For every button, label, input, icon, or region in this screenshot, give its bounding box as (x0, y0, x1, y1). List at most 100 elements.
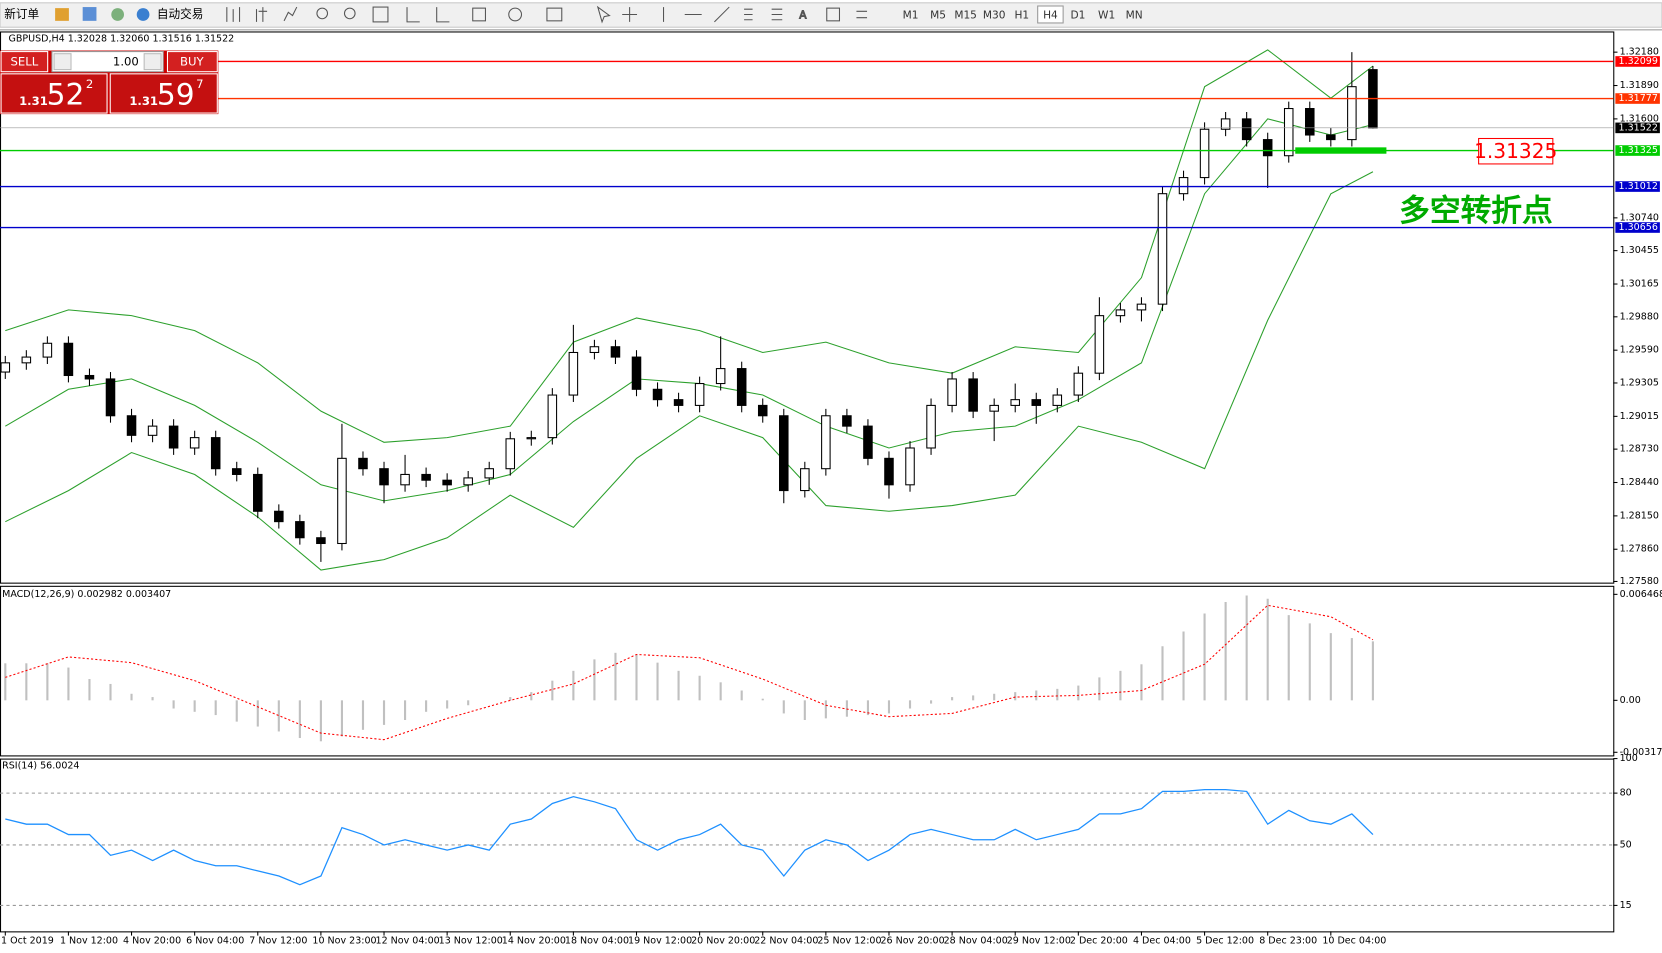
timeframe[interactable]: W1 (1098, 10, 1115, 22)
new-order[interactable]: 新订单 (4, 7, 39, 21)
auto-trading-icon[interactable] (136, 8, 150, 21)
candle-body (1305, 108, 1315, 136)
candle-body (968, 378, 978, 412)
candle-body (1031, 399, 1042, 406)
lots-input[interactable] (51, 51, 164, 73)
candle-body (316, 537, 326, 545)
lots-up[interactable] (143, 53, 162, 71)
x-tick-label: 5 Dec 12:00 (1196, 935, 1254, 946)
bid-big: 1.31 (19, 94, 48, 108)
timeframe[interactable]: M30 (983, 10, 1006, 22)
candle-body (358, 457, 368, 470)
timeframe[interactable]: M1 (903, 10, 919, 22)
price-level-label: 1.31325 (1619, 145, 1658, 156)
candle-body (84, 374, 95, 380)
y-tick-label: 1.29590 (1620, 345, 1659, 356)
candle-body (1220, 118, 1231, 130)
candle-body (421, 473, 431, 481)
macd-title: MACD(12,26,9) 0.002982 0.003407 (2, 589, 171, 600)
x-tick-label: 2 Dec 20:00 (1070, 935, 1128, 946)
y-tick-label: 1.30740 (1620, 212, 1659, 223)
active-timeframe (1037, 5, 1064, 24)
candle-body (1052, 394, 1063, 406)
timeframe[interactable]: D1 (1071, 10, 1086, 22)
timeframe[interactable]: M15 (954, 10, 977, 22)
price-level-box (1615, 222, 1660, 233)
toolbar-icons[interactable]: A (226, 5, 868, 24)
candle-body (484, 468, 494, 479)
icon[interactable] (82, 7, 97, 21)
candle-body (1073, 372, 1084, 396)
x-tick-label: 6 Nov 04:00 (186, 935, 244, 946)
y-tick-label: 100 (1620, 753, 1638, 764)
y-tick-label: 1.28150 (1620, 510, 1659, 521)
candle-body (1094, 315, 1105, 374)
price-level-box (1615, 122, 1660, 134)
sell-label[interactable]: SELL (11, 55, 39, 69)
x-tick-label: 13 Nov 12:00 (439, 935, 503, 946)
timeframe[interactable]: H1 (1014, 10, 1029, 22)
candle-body (0, 362, 11, 373)
candle-body (1136, 303, 1147, 311)
panel-frame (0, 585, 1615, 757)
annotation-box (1478, 137, 1554, 165)
candle-body (610, 346, 621, 358)
y-tick-label: 1.31890 (1620, 80, 1659, 91)
icon[interactable] (55, 8, 69, 21)
timeframe[interactable]: M5 (930, 10, 946, 22)
candle-body (42, 342, 53, 358)
svg-text:A: A (799, 10, 807, 22)
candle-body (947, 378, 957, 406)
candle-body (105, 378, 116, 417)
buy-button[interactable] (166, 51, 218, 73)
candle-body (1178, 177, 1189, 195)
icon[interactable] (111, 8, 125, 21)
candle-body (715, 368, 726, 385)
y-tick-label: 80 (1620, 788, 1632, 799)
candle-body (631, 356, 642, 390)
candle-body (505, 438, 516, 470)
x-tick-label: 19 Nov 12:00 (628, 935, 692, 946)
trade-panel: SELL 1.00 BUY 1.31 52 2 1.31 59 7 (0, 50, 219, 115)
lots-value[interactable]: 1.00 (113, 55, 139, 69)
candle-body (147, 425, 158, 436)
bid-box[interactable] (0, 73, 108, 114)
candle-body (379, 468, 389, 486)
y-tick-label: 1.27580 (1620, 576, 1659, 587)
candle-body (1347, 86, 1357, 141)
candle-body (526, 437, 537, 440)
candle-body (884, 457, 894, 486)
candle-body (1326, 134, 1336, 141)
buy-label[interactable]: BUY (180, 55, 205, 69)
auto-trading[interactable]: 自动交易 (157, 7, 204, 21)
annotation: 多空转折点 (1399, 193, 1553, 229)
ask-box[interactable] (109, 73, 218, 114)
y-tick-label: 1.29305 (1620, 377, 1659, 388)
sell-button[interactable] (0, 51, 49, 73)
candle-body (463, 477, 473, 486)
y-tick-label: 50 (1620, 839, 1632, 850)
candle-body (1010, 399, 1020, 406)
candle-body (1157, 193, 1168, 305)
y-tick-label: 1.28730 (1620, 444, 1659, 455)
y-tick-label: 15 (1620, 900, 1632, 911)
bid-fraction: 2 (86, 77, 93, 91)
rsi-title: RSI(14) 56.0024 (2, 760, 79, 771)
timeframe[interactable]: H4 (1043, 10, 1058, 22)
x-tick-label: 7 Nov 12:00 (249, 935, 307, 946)
y-tick-label: 1.31600 (1620, 113, 1659, 124)
lots-down[interactable] (53, 53, 72, 71)
x-tick-label: 1 Oct 2019 (1, 935, 54, 946)
candle-body (779, 415, 789, 492)
y-tick-label: 1.30455 (1620, 245, 1659, 256)
separator (0, 29, 1662, 31)
candle-body (821, 415, 831, 470)
timeframes: M1 M5 M15 M30 H1 H4 D1 W1 MN (903, 5, 1143, 24)
y-tick-label: 0.00 (1620, 695, 1641, 706)
ask-big: 1.31 (129, 94, 158, 108)
candle-body (842, 415, 852, 427)
chart-area: 1.32180 1.31890 1.31600 1.30740 1.30455 1.301… (0, 31, 1662, 946)
x-tick-label: 28 Nov 04:00 (944, 935, 1008, 946)
timeframe[interactable]: MN (1126, 10, 1143, 22)
